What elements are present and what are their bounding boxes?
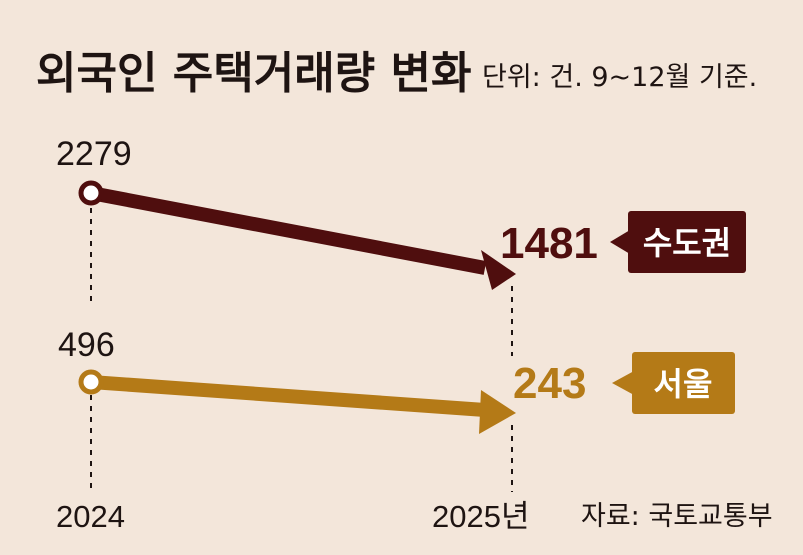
- series-sudogwon-arrowhead: [481, 250, 516, 290]
- legend-tag-seoul: 서울: [612, 352, 735, 414]
- legend-tag-seoul-label: 서울: [654, 365, 713, 403]
- x-label-2024: 2024: [56, 499, 125, 534]
- value-label-sudogwon-2025: 1481: [500, 219, 598, 268]
- series-seoul-line: [90, 375, 486, 417]
- value-label-seoul-2024: 496: [58, 326, 115, 364]
- legend-tag-seoul-pointer: [612, 371, 634, 395]
- series-sudogwon: [78, 180, 516, 290]
- value-label-seoul-2025: 243: [513, 359, 586, 408]
- legend-tag-sudogwon-label: 수도권: [643, 224, 731, 262]
- series-seoul-arrowhead: [479, 390, 516, 434]
- series-seoul: [78, 369, 516, 434]
- unit-note: 단위: 건. 9~12월 기준.: [482, 62, 757, 93]
- series-seoul-start-point: [78, 369, 104, 395]
- legend-tag-sudogwon-box: [628, 211, 746, 273]
- series-sudogwon-start-point: [78, 180, 104, 206]
- legend-tag-seoul-box: [632, 352, 735, 414]
- chart-title: 외국인 주택거래량 변화: [36, 48, 471, 99]
- value-label-sudogwon-2024: 2279: [56, 135, 132, 173]
- legend-tag-sudogwon: 수도권: [610, 211, 746, 273]
- series-sudogwon-line: [89, 186, 487, 275]
- legend-tag-sudogwon-pointer: [610, 230, 630, 254]
- x-label-2025: 2025년: [432, 499, 529, 534]
- source-note: 자료: 국토교통부: [581, 501, 773, 532]
